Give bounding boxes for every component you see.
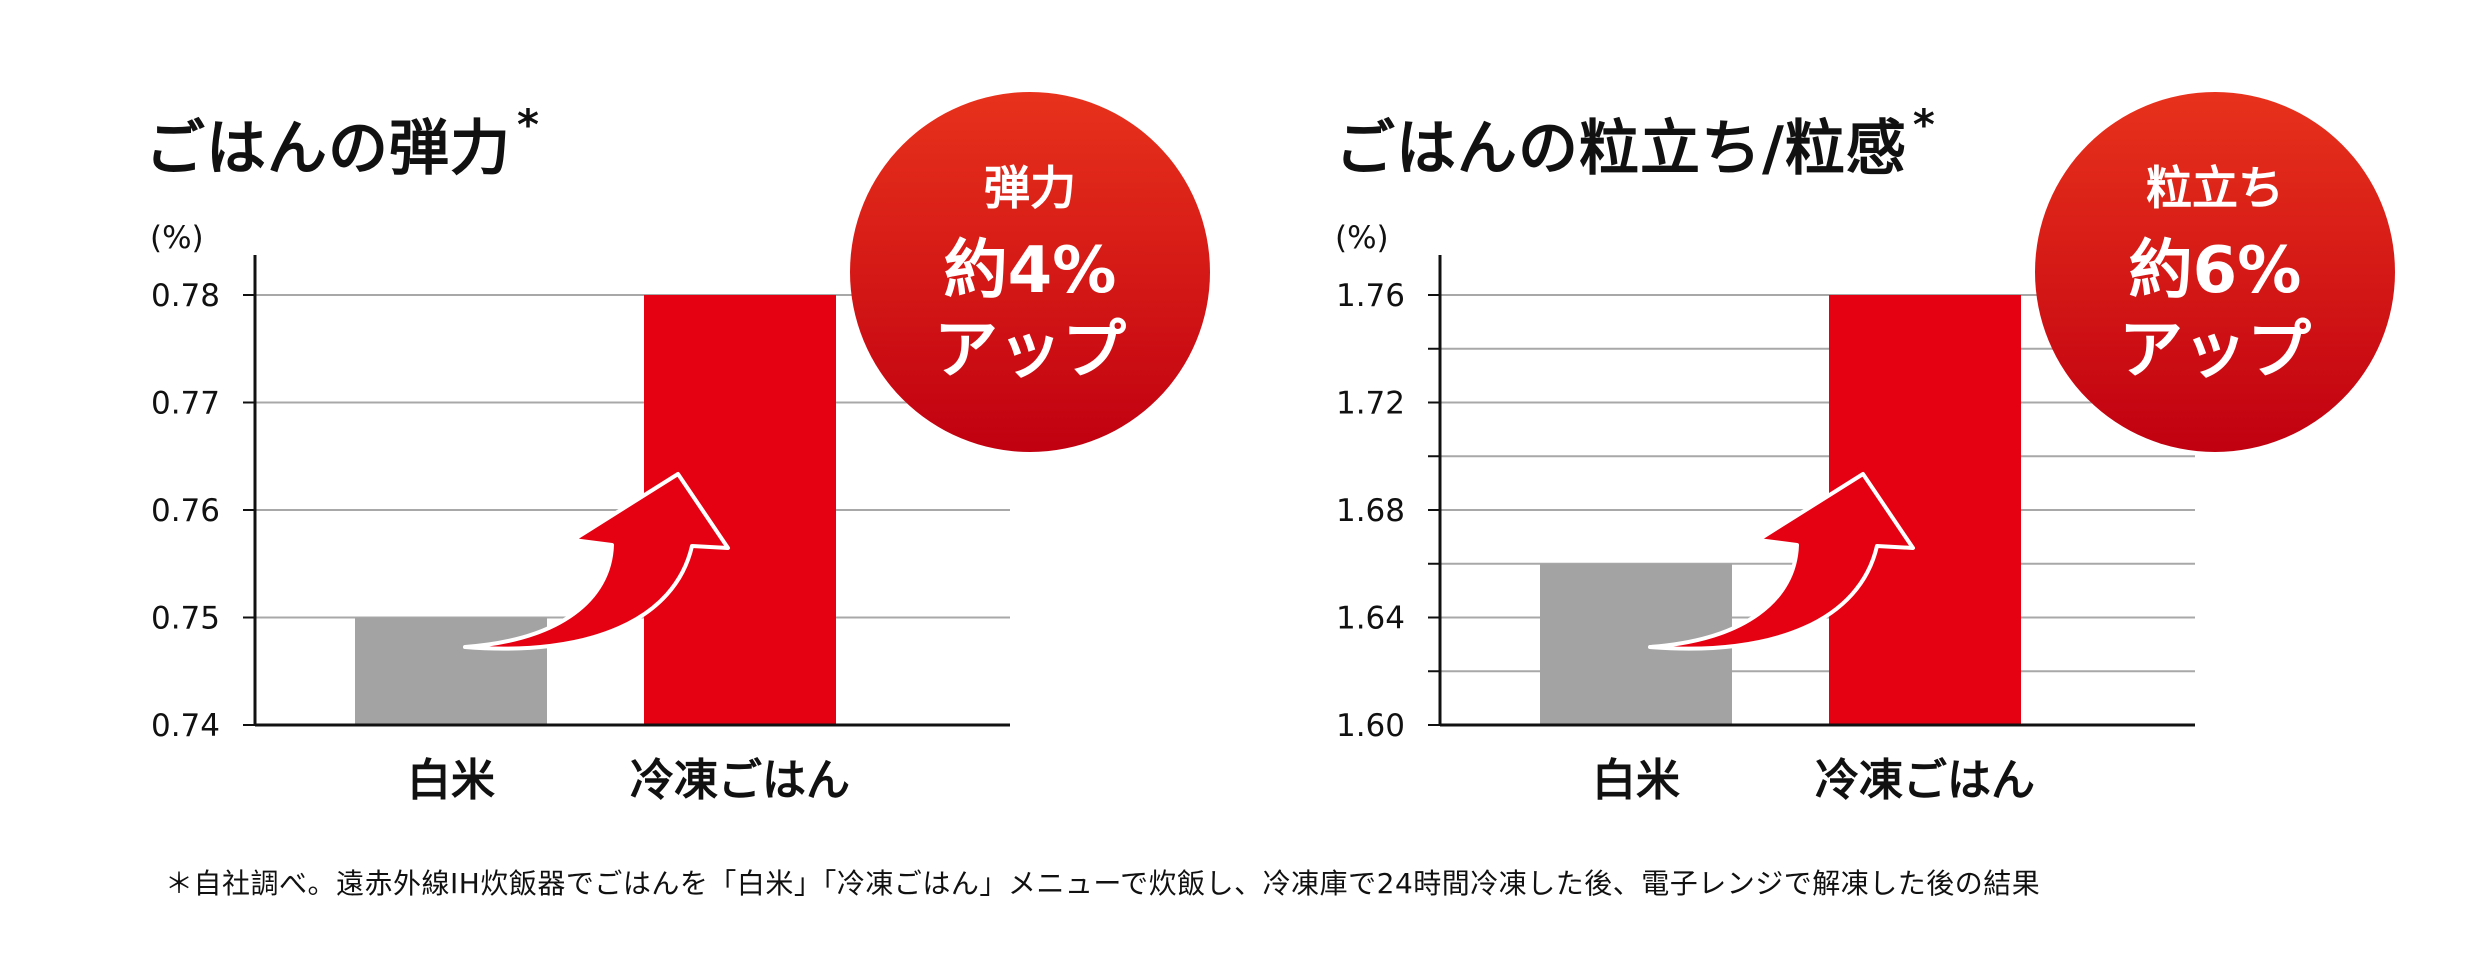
badge-metric-label: 粒立ち [2146,161,2284,215]
chart-title-text: ごはんの弾力 [145,114,511,184]
badge-up-label: アップ [2119,314,2311,388]
y-tick-label: 0.76 [151,493,220,529]
increase-badge-circle [2035,92,2395,452]
y-tick-label: 0.75 [151,601,220,637]
title-asterisk: * [1912,100,1936,149]
badge-percent-label: 約4% [944,234,1117,308]
x-category-label: 冷凍ごはん [630,755,850,806]
x-category-label: 白米 [407,755,495,806]
y-unit-label: (%) [1335,220,1389,256]
increase-arrow-icon [463,472,730,651]
badge-percent-label: 約6% [2129,234,2302,308]
y-tick-label: 1.60 [1336,708,1405,744]
increase-arrow-icon [1648,472,1915,651]
y-tick-label: 0.74 [151,708,220,744]
increase-badge-circle [850,92,1210,452]
chart-title-text: ごはんの粒立ち/粒感 [1335,114,1907,184]
y-tick-label: 0.77 [151,386,220,422]
y-tick-label: 1.76 [1336,278,1405,314]
title-asterisk: * [517,100,540,149]
chart-title: ごはんの弾力 * [145,100,540,187]
badge-metric-label: 弾力 [984,161,1076,215]
chart-panel-graininess: ごはんの粒立ち/粒感 * 1.60 1.64 1.68 1.72 1.76 (%) 白米 冷凍ご… [1185,0,2425,860]
x-category-label: 白米 [1592,755,1680,806]
badge-up-label: アップ [934,314,1126,388]
x-category-label: 冷凍ごはん [1815,755,2035,806]
y-tick-label: 1.72 [1336,386,1405,422]
bar-white-rice [355,617,547,725]
chart-title: ごはんの粒立ち/粒感 * [1335,100,1936,187]
y-tick-label: 1.68 [1336,493,1405,529]
footnote: ＊自社調べ。遠赤外線IH炊飯器でごはんを「白米」「冷凍ごはん」メニューで炊飯し、… [165,867,2041,900]
y-tick-label: 0.78 [151,278,220,314]
y-unit-label: (%) [150,220,204,256]
chart-panel-elasticity: ごはんの弾力 * 0.74 0.75 0.76 0.77 0.78 (%) 白米 冷凍ごはん 弾力… [0,0,1240,860]
y-tick-label: 1.64 [1336,601,1405,637]
